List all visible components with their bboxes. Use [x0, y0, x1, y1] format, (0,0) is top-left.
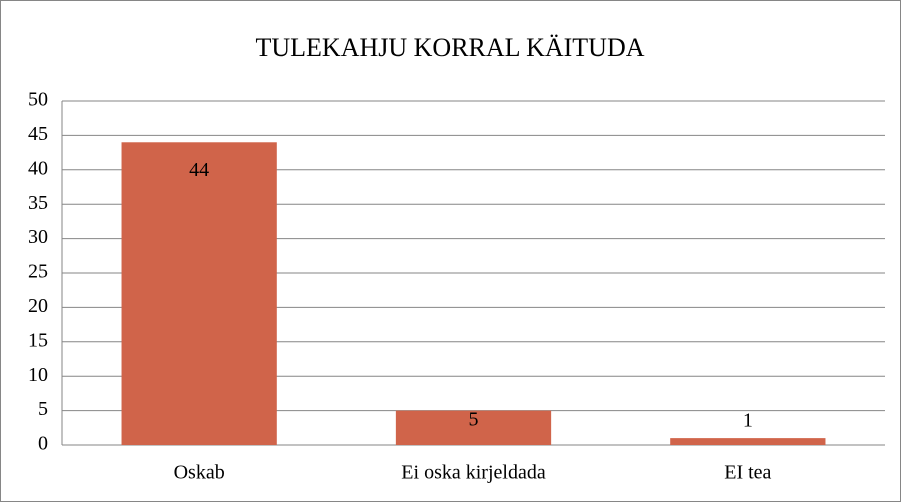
bar	[395, 410, 552, 445]
data-label: 44	[189, 159, 209, 181]
y-tick-label: 15	[28, 329, 48, 351]
y-tick-label: 30	[28, 226, 48, 248]
bar	[670, 438, 826, 445]
data-label: 1	[743, 410, 753, 432]
x-tick-label: EI tea	[724, 462, 771, 484]
y-tick-label: 5	[38, 398, 48, 420]
y-tick-label: 40	[28, 157, 48, 179]
x-tick-label: Ei oska kirjeldada	[401, 462, 546, 484]
x-tick-label: Oskab	[174, 462, 225, 484]
y-tick-label: 45	[28, 123, 48, 145]
y-tick-label: 0	[38, 433, 48, 455]
y-tick-label: 20	[28, 295, 48, 317]
data-label: 5	[469, 409, 479, 431]
y-tick-label: 35	[28, 192, 48, 214]
chart-title: TULEKAHJU KORRAL KÄITUDA	[256, 33, 645, 62]
bar	[121, 142, 277, 445]
y-tick-label: 10	[28, 364, 48, 386]
y-tick-label: 50	[28, 89, 48, 111]
y-tick-label: 25	[28, 261, 48, 283]
